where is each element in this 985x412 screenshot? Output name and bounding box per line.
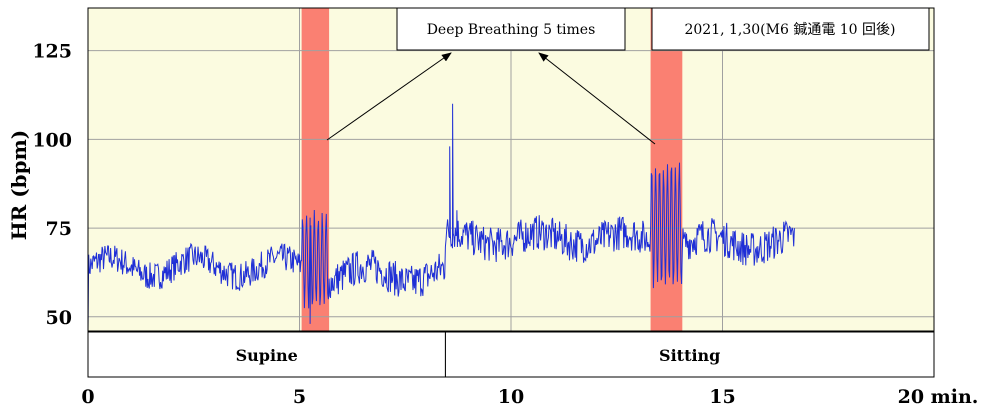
y-tick-label-75: 75 [46, 218, 72, 240]
phase-box-sitting [444, 331, 935, 378]
annotation-arrow-1 [326, 52, 452, 141]
annotation-deep-breathing: Deep Breathing 5 times [427, 22, 596, 38]
phase-label-supine: Supine [236, 346, 298, 365]
x-tick-label-0: 0 [81, 386, 94, 408]
x-tick-label-15: 15 [709, 386, 735, 408]
x-tick-label-5: 5 [293, 386, 306, 408]
y-tick-label-100: 100 [32, 129, 72, 151]
y-tick-label-50: 50 [46, 307, 72, 329]
phase-label-sitting: Sitting [659, 346, 720, 365]
x-tick-label-10: 10 [498, 386, 524, 408]
annotation-box-date: 2021, 1,30(M6 鍼通電 10 回後) [651, 7, 930, 51]
annotation-arrow-2 [538, 52, 656, 145]
y-tick-label-125: 125 [32, 41, 72, 63]
y-axis-label: HR (bpm) [7, 130, 31, 241]
hr-series-line [87, 103, 795, 332]
annotation-box-deep-breathing: Deep Breathing 5 times [396, 7, 626, 51]
x-axis-unit-label: 20 min. [898, 386, 979, 408]
phase-box-supine [87, 331, 446, 378]
annotation-date: 2021, 1,30(M6 鍼通電 10 回後) [684, 21, 895, 38]
